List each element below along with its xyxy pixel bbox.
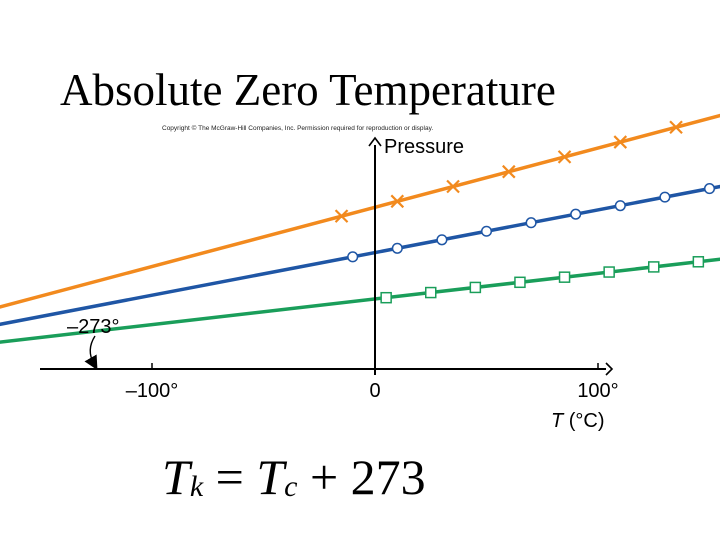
data-point-square-marker [469, 281, 482, 294]
series-line [0, 257, 720, 344]
x-tick-label: 0 [369, 380, 380, 402]
data-point-x-marker [669, 120, 683, 135]
slide-title: Absolute Zero Temperature [60, 65, 556, 115]
series-layer [0, 113, 720, 344]
data-point-square-marker [558, 271, 571, 283]
data-point-x-marker [557, 150, 572, 164]
data-point-circle-marker [703, 183, 716, 195]
copyright-notice: Copyright © The McGraw-Hill Companies, I… [162, 125, 434, 132]
absolute-zero-pointer [84, 335, 98, 371]
data-point-x-marker [446, 179, 460, 194]
x-axis-arrow [605, 362, 614, 376]
x-tick-label: –100° [126, 380, 179, 402]
data-point-square-marker [648, 261, 660, 273]
series-1 [0, 183, 720, 327]
data-point-x-marker [502, 164, 516, 179]
kelvin-formula: Tk = Tc + 273 [162, 452, 426, 502]
data-point-x-marker [334, 209, 349, 223]
formula-equals: = [203, 449, 257, 505]
y-axis-arrow [368, 136, 382, 147]
formula-rhs-sub: c [284, 470, 298, 503]
data-point-circle-marker [659, 191, 671, 203]
data-point-circle-marker [480, 225, 493, 237]
x-tick-label: 100° [577, 380, 618, 402]
series-line [0, 184, 720, 327]
data-point-x-marker [613, 135, 628, 149]
data-point-circle-marker [570, 208, 582, 220]
data-point-square-marker [425, 286, 437, 299]
data-point-circle-marker [436, 234, 448, 246]
data-point-square-marker [514, 276, 526, 289]
formula-lhs-var: T [162, 449, 190, 505]
data-point-square-marker [603, 266, 615, 278]
absolute-zero-label: –273° [67, 316, 120, 338]
formula-rhs-var: T [256, 449, 285, 505]
y-axis-label: Pressure [384, 136, 464, 158]
data-point-square-marker [380, 291, 392, 304]
formula-rhs-rest: + 273 [297, 449, 426, 505]
series-2 [0, 256, 720, 344]
data-point-circle-marker [614, 200, 626, 212]
data-point-circle-marker [347, 251, 359, 263]
data-point-circle-marker [525, 217, 537, 229]
data-point-x-marker [390, 194, 405, 209]
data-point-circle-marker [391, 242, 403, 254]
formula-lhs-sub: k [189, 470, 204, 503]
series-0 [0, 113, 720, 309]
x-axis-label: T (°C) [551, 410, 605, 432]
series-line [0, 113, 720, 309]
data-point-square-marker [692, 256, 705, 268]
